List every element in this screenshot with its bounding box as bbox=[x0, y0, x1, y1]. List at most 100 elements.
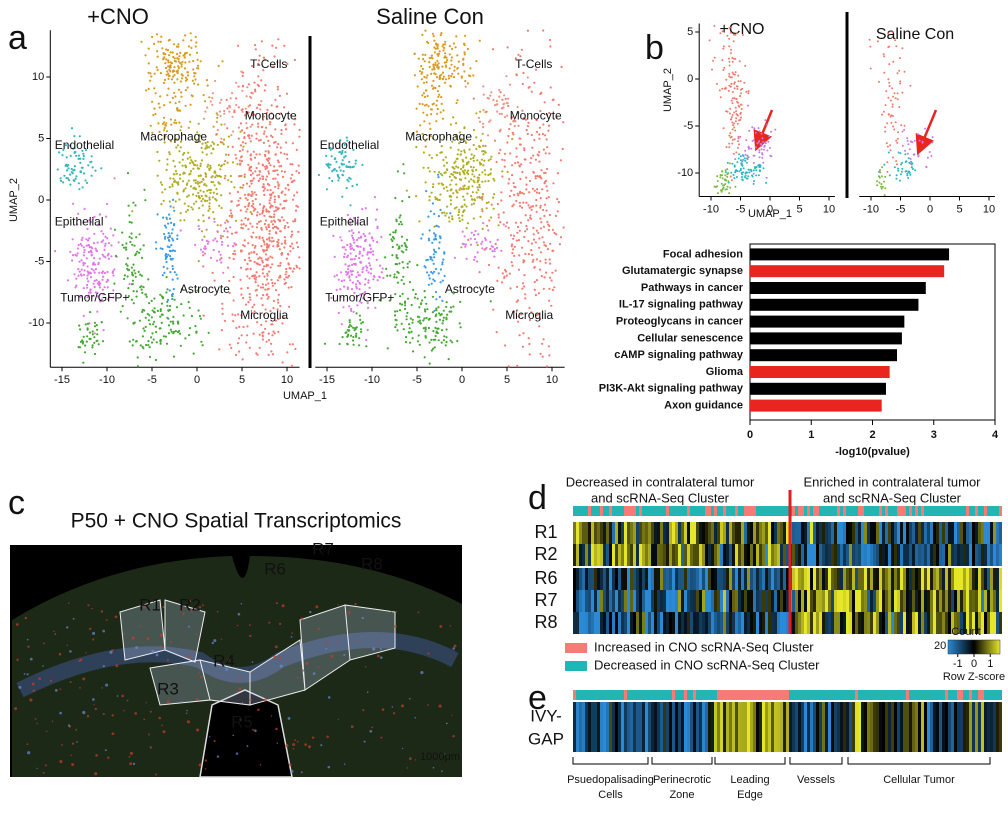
cell-point bbox=[165, 336, 167, 338]
cell-point bbox=[535, 159, 537, 161]
cell-point bbox=[424, 330, 426, 332]
cell-point bbox=[525, 177, 527, 179]
cell-point bbox=[445, 57, 447, 59]
cell-point bbox=[223, 139, 225, 141]
heatmap-cell bbox=[798, 568, 801, 590]
heatmap-cell bbox=[726, 590, 729, 612]
cell-point bbox=[252, 200, 254, 202]
cell-point bbox=[911, 141, 913, 143]
cell-point bbox=[327, 165, 329, 167]
cell-point bbox=[290, 236, 292, 238]
cell-point bbox=[151, 36, 153, 38]
cell-point bbox=[249, 299, 251, 301]
cell-point bbox=[535, 199, 537, 201]
heatmap-cell bbox=[930, 612, 933, 634]
cell-point bbox=[226, 127, 228, 129]
heatmap-cell bbox=[888, 568, 891, 590]
cell-point bbox=[504, 116, 506, 118]
cell-point bbox=[331, 155, 333, 157]
cell-point bbox=[541, 275, 543, 277]
heatmap-cell bbox=[942, 590, 945, 612]
cell-point bbox=[499, 149, 501, 151]
cell-point bbox=[123, 278, 125, 280]
cell-point bbox=[187, 74, 189, 76]
cell-point bbox=[69, 184, 71, 186]
cell-point bbox=[139, 320, 141, 322]
annotation-cell bbox=[888, 506, 891, 516]
cell-point bbox=[77, 268, 79, 270]
cell-point bbox=[426, 104, 428, 106]
cell-point bbox=[466, 171, 468, 173]
cell-point bbox=[175, 274, 177, 276]
heatmap-cell bbox=[693, 522, 696, 544]
cell-point bbox=[285, 199, 287, 201]
heatmap-cell bbox=[834, 544, 837, 566]
heatmap-cell bbox=[858, 612, 861, 634]
cell-point bbox=[403, 172, 405, 174]
heatmap-cell bbox=[660, 612, 663, 634]
x-axis-label: -log10(pvalue) bbox=[835, 446, 910, 458]
cell-point bbox=[263, 133, 265, 135]
cell-point bbox=[355, 276, 357, 278]
cell-point bbox=[331, 180, 333, 182]
heatmap-cell bbox=[879, 590, 882, 612]
cell-point bbox=[370, 268, 372, 270]
panel-letter: b bbox=[645, 29, 664, 67]
heatmap-cell bbox=[894, 568, 897, 590]
cell-point bbox=[501, 159, 503, 161]
cell-point bbox=[274, 199, 276, 201]
cell-point bbox=[216, 260, 218, 262]
cell-point bbox=[500, 191, 502, 193]
cell-point bbox=[435, 335, 437, 337]
heatmap-cell bbox=[840, 612, 843, 634]
cell-point bbox=[355, 286, 357, 288]
cell-point bbox=[257, 285, 259, 287]
cell-point bbox=[163, 272, 165, 274]
cell-point bbox=[476, 159, 478, 161]
cell-point bbox=[279, 262, 281, 264]
cell-point bbox=[723, 127, 725, 129]
cell-point bbox=[481, 181, 483, 183]
cell-point bbox=[522, 282, 524, 284]
cell-point bbox=[176, 173, 178, 175]
cell-point bbox=[433, 238, 435, 240]
heatmap-cell bbox=[876, 612, 879, 634]
x-tick-label: 10 bbox=[983, 203, 995, 215]
annotation-cell bbox=[684, 506, 687, 516]
heatmap-cell bbox=[867, 522, 870, 544]
heatmap-cell bbox=[681, 522, 684, 544]
annotation-cell bbox=[999, 506, 1002, 516]
cell-point bbox=[163, 335, 165, 337]
cell-point bbox=[931, 142, 933, 144]
cell-point bbox=[169, 271, 171, 273]
cell-point bbox=[292, 199, 294, 201]
cell-point bbox=[482, 193, 484, 195]
cell-point bbox=[232, 161, 234, 163]
cell-point bbox=[737, 140, 739, 142]
heatmap-cell bbox=[747, 522, 750, 544]
heatmap-cell bbox=[963, 544, 966, 566]
heatmap-cell bbox=[645, 522, 648, 544]
cell-point bbox=[436, 66, 438, 68]
cell-point bbox=[190, 206, 192, 208]
cell-point bbox=[904, 153, 906, 155]
heatmap-cell bbox=[768, 544, 771, 566]
cell-point bbox=[919, 140, 921, 142]
cell-point bbox=[429, 341, 431, 343]
cell-point bbox=[424, 310, 426, 312]
cell-point bbox=[719, 32, 721, 34]
cell-point bbox=[889, 85, 891, 87]
cell-point bbox=[471, 203, 473, 205]
speckle bbox=[312, 736, 314, 738]
cell-point bbox=[722, 185, 724, 187]
cell-point bbox=[523, 236, 525, 238]
annotation-cell bbox=[597, 506, 600, 516]
heatmap-cell bbox=[759, 544, 762, 566]
cell-point bbox=[364, 278, 366, 280]
cell-point bbox=[81, 339, 83, 341]
heatmap-cell bbox=[825, 590, 828, 612]
heatmap-cell bbox=[915, 544, 918, 566]
heatmap-cell bbox=[717, 590, 720, 612]
cell-point bbox=[152, 114, 154, 116]
cell-point bbox=[148, 319, 150, 321]
